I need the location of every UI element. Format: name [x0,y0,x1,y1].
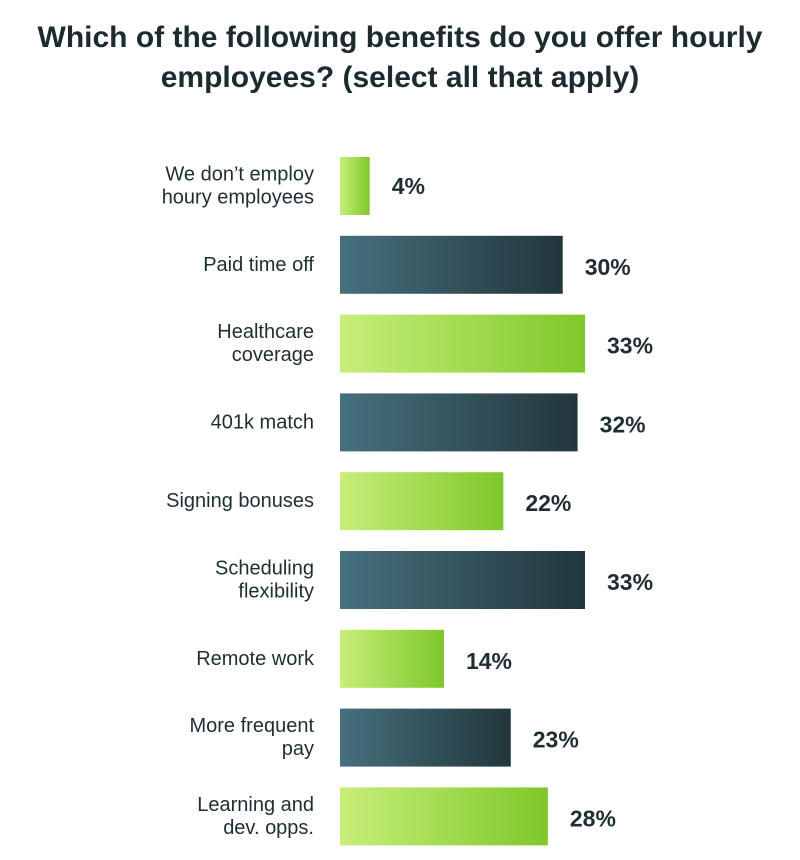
chart-title-line-2: employees? (select all that apply) [160,61,640,94]
category-label-5-line-1: flexibility [238,581,314,603]
category-label-0: We don’t employ houry employees [162,164,314,209]
category-label-4: Signing bonuses [166,490,314,512]
category-label-4-line-0: Signing bonuses [166,490,314,512]
bar-3 [340,393,578,452]
chart-title: Which of the following benefits do you o… [0,18,800,98]
bar-0 [340,157,370,215]
category-label-8-line-0: Learning and [197,794,314,816]
category-label-6-line-0: Remote work [196,648,315,670]
category-label-1-line-0: Paid time off [203,254,314,276]
value-label-6: 14% [466,648,512,674]
value-label-5: 33% [607,569,653,595]
category-label-8: Learning and dev. opps. [197,794,314,839]
value-label-1: 30% [585,254,631,280]
category-label-3-line-0: 401k match [211,411,314,433]
value-label-0: 4% [392,173,425,199]
category-label-7-line-1: pay [282,738,314,760]
bars-group: We don’t employ houry employees 4% Paid tim… [162,157,653,846]
category-label-2-line-0: Healthcare [217,321,314,343]
bar-7 [340,708,511,767]
category-label-7-line-0: More frequent [189,715,314,737]
bar-1 [340,235,563,294]
value-label-8: 28% [570,805,616,831]
bar-8 [340,787,548,846]
category-label-0-line-1: houry employees [162,187,314,209]
value-label-2: 33% [607,333,653,359]
chart-title-line-1: Which of the following benefits do you o… [37,21,763,54]
bar-4 [340,472,504,531]
category-label-7: More frequent pay [189,715,314,760]
bar-6 [340,629,444,688]
value-label-4: 22% [525,490,571,516]
category-label-5: Scheduling flexibility [215,558,314,603]
category-label-6: Remote work [196,648,315,670]
category-label-0-line-0: We don’t employ [165,164,314,186]
category-label-1: Paid time off [203,254,314,276]
category-label-2: Healthcare coverage [217,321,314,366]
category-label-8-line-1: dev. opps. [223,817,314,839]
category-label-3: 401k match [211,411,314,433]
value-label-7: 23% [533,727,579,753]
bar-2 [340,314,585,373]
value-label-3: 32% [600,411,646,437]
category-label-5-line-0: Scheduling [215,558,314,580]
bar-5 [340,551,585,609]
category-label-2-line-1: coverage [232,344,314,366]
